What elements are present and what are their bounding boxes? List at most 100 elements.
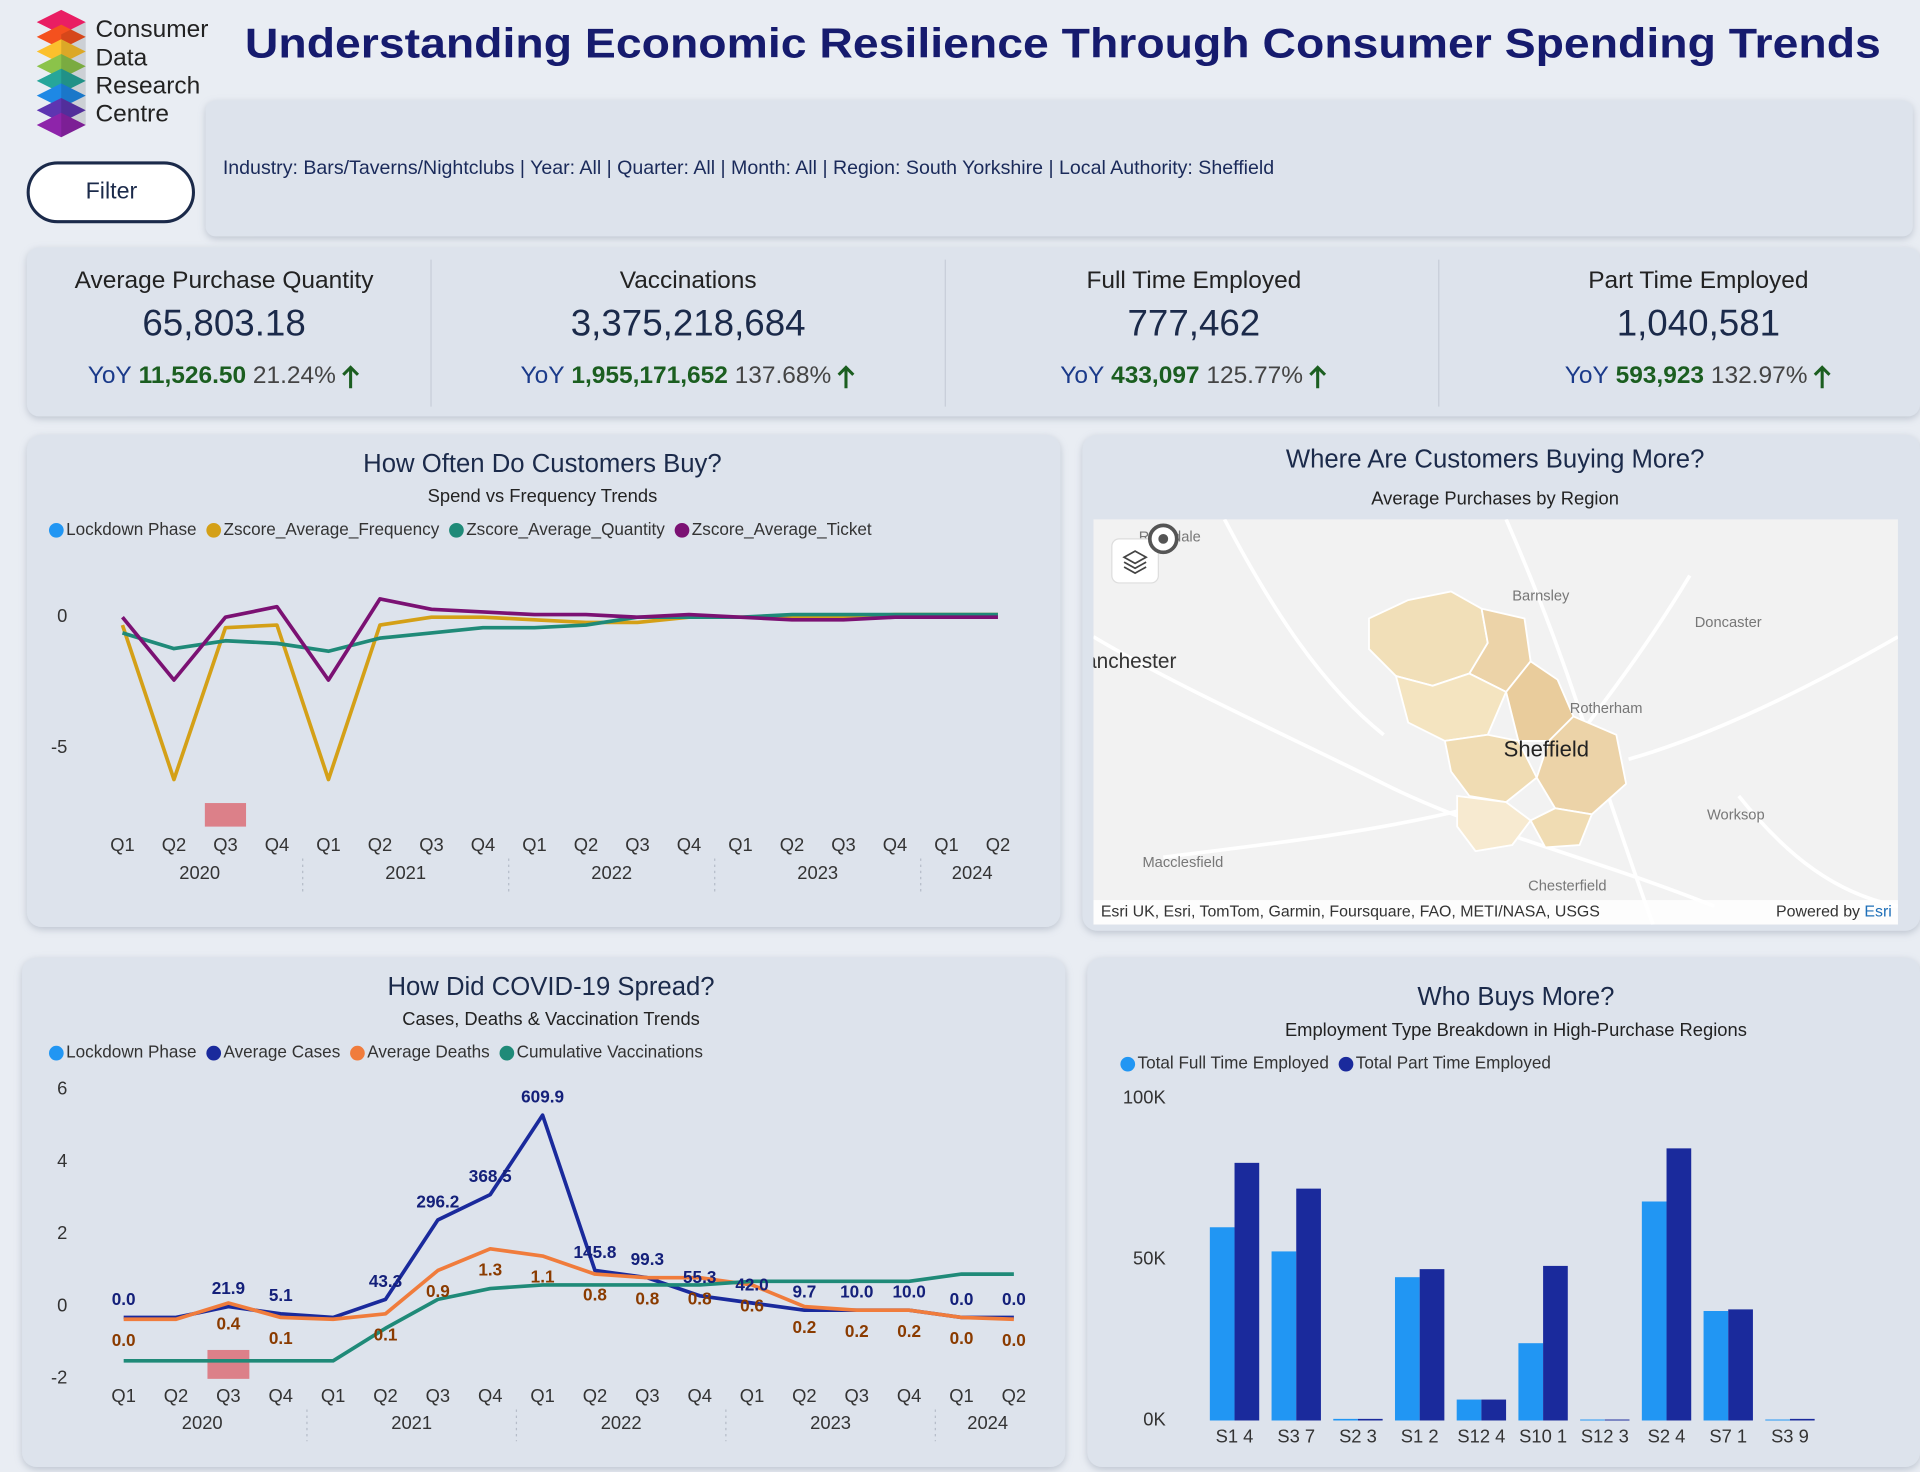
lockdown-bar (207, 1349, 250, 1379)
x-group-label: 2024 (967, 1412, 1008, 1433)
yoy-value: 11,526.50 (139, 363, 247, 390)
series-line (123, 1272, 1014, 1363)
legend-marker (1338, 1056, 1354, 1072)
x-tick-label: Q4 (687, 1385, 712, 1406)
x-group-label: 2022 (601, 1412, 642, 1433)
x-group-label: 2020 (182, 1412, 223, 1433)
filter-button-label[interactable]: Filter (86, 177, 138, 203)
bar (1789, 1418, 1815, 1421)
yoy-value: 433,097 (1111, 363, 1199, 390)
data-label: 0.9 (426, 1281, 450, 1301)
data-label: 0.0 (1002, 1289, 1026, 1309)
map[interactable]: Rochdale Barnsley Doncaster Manchester R… (1068, 519, 1898, 925)
map-title: Where Are Customers Buying More? (1286, 445, 1705, 473)
kpi-yoy: YoY 593,923 132.97% (1565, 363, 1808, 390)
yoy-label: YoY (521, 363, 565, 390)
filter-button-shape[interactable] (26, 161, 195, 224)
data-label: 0.8 (583, 1285, 607, 1305)
yoy-percent: 21.24% (253, 363, 336, 390)
data-label: 609.9 (521, 1087, 564, 1107)
data-label: 10.0 (892, 1282, 925, 1302)
x-tick-label: Q2 (373, 1385, 398, 1406)
data-label: 0.1 (374, 1324, 398, 1344)
logo-text: Research (96, 72, 201, 99)
x-tick-label: S10 1 (1519, 1425, 1567, 1446)
layers-button-shape[interactable] (1111, 538, 1159, 584)
x-tick-label: Q1 (740, 1385, 765, 1406)
x-tick-label: S2 3 (1339, 1425, 1377, 1446)
x-group-label: 2023 (810, 1412, 851, 1433)
x-tick-label: Q1 (321, 1385, 346, 1406)
x-tick-label: Q4 (478, 1385, 502, 1406)
y-tick-label: -5 (51, 736, 67, 757)
bar (1481, 1399, 1507, 1421)
legend-label: Zscore_Average_Ticket (692, 519, 872, 539)
map-powered-by: Powered by Esri (1776, 904, 1892, 921)
data-label: 1.1 (531, 1267, 555, 1287)
data-label: 368.5 (469, 1166, 512, 1186)
legend-marker (449, 522, 464, 538)
bar (1271, 1251, 1297, 1421)
x-tick-label: Q4 (471, 834, 496, 855)
map-locate-button[interactable] (1147, 523, 1179, 555)
yoy-label: YoY (1565, 363, 1609, 390)
x-tick-label: Q4 (897, 1385, 922, 1406)
kpi-value: 65,803.18 (142, 302, 305, 343)
legend-label: Cumulative Vaccinations (517, 1042, 703, 1062)
bar (1456, 1399, 1482, 1421)
x-tick-label: S2 4 (1648, 1425, 1686, 1446)
data-label: 0.2 (897, 1321, 921, 1341)
legend-marker (206, 1045, 222, 1061)
legend-label: Total Part Time Employed (1356, 1053, 1551, 1073)
data-label: 0.0 (950, 1328, 974, 1348)
x-tick-label: Q2 (162, 834, 187, 855)
data-label: 0.8 (688, 1288, 712, 1308)
logo-text: Data (96, 44, 148, 71)
data-label: 21.9 (212, 1278, 245, 1298)
x-tick-label: Q4 (265, 834, 290, 855)
x-tick-label: Q3 (426, 1385, 451, 1406)
map-layers-button[interactable] (1111, 538, 1159, 584)
bar (1543, 1265, 1568, 1421)
filter-button[interactable]: Filter (26, 161, 195, 224)
yoy-label: YoY (88, 363, 132, 390)
x-tick-label: Q1 (316, 834, 341, 855)
lockdown-bar (204, 803, 247, 827)
layers-icon (1122, 550, 1148, 575)
yoy-percent: 125.77% (1206, 363, 1303, 390)
data-label: 296.2 (416, 1191, 459, 1211)
chart-title: How Often Do Customers Buy? (363, 450, 722, 478)
bar (1333, 1418, 1358, 1421)
map-provider[interactable]: Esri (1864, 904, 1891, 921)
map-subtitle: Average Purchases by Region (1371, 488, 1619, 509)
map-place: Macclesfield (1142, 855, 1223, 871)
data-label: 99.3 (631, 1249, 664, 1269)
y-tick-label: 0K (1143, 1408, 1166, 1429)
powered-by-text: Powered by (1776, 904, 1860, 921)
bar (1765, 1419, 1790, 1421)
bar (1703, 1310, 1729, 1421)
legend-marker (350, 1045, 365, 1061)
map-place: Rotherham (1570, 701, 1643, 717)
data-label: 0.0 (950, 1289, 974, 1309)
x-tick-label: Q2 (164, 1385, 189, 1406)
y-tick-label: -2 (51, 1367, 67, 1388)
bar (1641, 1201, 1667, 1421)
chart-subtitle: Spend vs Frequency Trends (428, 485, 658, 506)
map-place: Barnsley (1512, 588, 1570, 604)
x-group-label: 2023 (797, 862, 838, 883)
bar (1666, 1148, 1692, 1421)
y-tick-label: 0 (57, 605, 67, 626)
yoy-arrow (1813, 365, 1831, 389)
x-tick-label: S1 2 (1401, 1425, 1439, 1446)
data-label: 0.0 (112, 1330, 136, 1350)
data-label: 0.6 (740, 1296, 764, 1316)
logo (36, 9, 86, 138)
map-roads (1093, 519, 1898, 925)
map-place: Sheffield (1504, 737, 1589, 762)
bar (1394, 1277, 1420, 1421)
data-label: 0.0 (1002, 1330, 1026, 1350)
filter-bar (205, 100, 1913, 237)
x-tick-label: Q1 (522, 834, 547, 855)
data-label: 0.1 (269, 1328, 293, 1348)
